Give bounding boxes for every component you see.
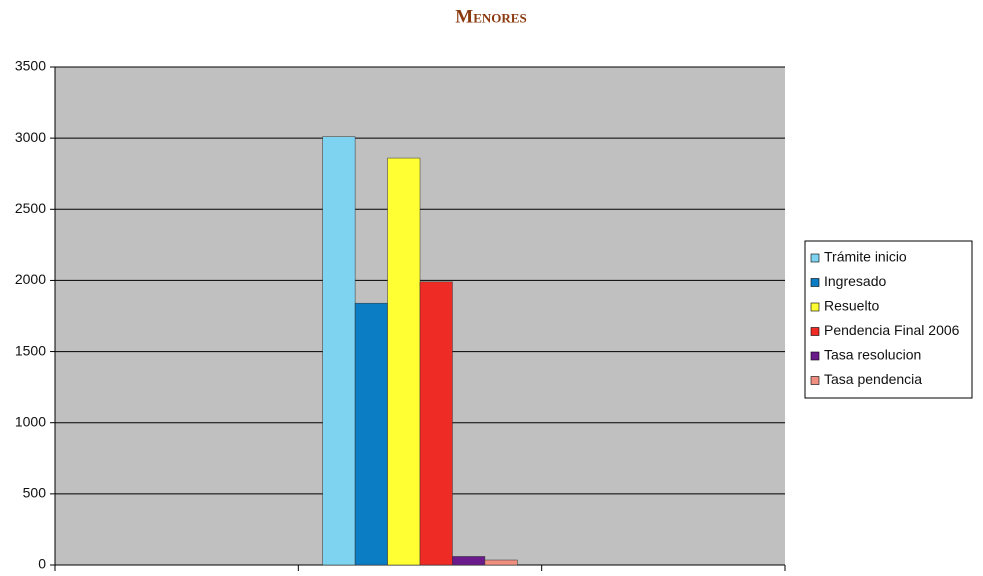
y-tick-label: 0 — [38, 556, 46, 572]
legend-box — [804, 240, 973, 399]
y-tick-label: 2500 — [15, 200, 46, 216]
chart-title: Menores — [455, 6, 526, 27]
legend-label: Ingresado — [824, 273, 886, 289]
y-tick-label: 3500 — [15, 58, 46, 74]
legend-label: Tasa resolucion — [824, 347, 921, 363]
legend-swatch — [810, 302, 820, 312]
bar — [354, 302, 388, 566]
y-tick-label: 3000 — [15, 129, 46, 145]
legend-swatch — [810, 376, 820, 385]
legend-label: Resuelto — [824, 298, 879, 314]
bar — [387, 157, 421, 566]
bar — [484, 559, 518, 566]
legend-swatch — [810, 278, 820, 287]
legend-swatch — [810, 327, 820, 336]
bar — [452, 556, 486, 566]
y-tick-label: 2000 — [15, 271, 46, 287]
legend-label: Trámite inicio — [824, 249, 907, 265]
legend-swatch — [810, 253, 820, 263]
y-tick-label: 1000 — [15, 413, 46, 429]
legend-label: Tasa pendencia — [824, 371, 922, 387]
y-tick-label: 1500 — [15, 342, 46, 358]
bar — [322, 136, 356, 566]
legend-swatch — [810, 351, 820, 361]
legend-label: Pendencia Final 2006 — [824, 322, 960, 338]
y-tick-label: 500 — [23, 485, 47, 501]
bar — [419, 281, 453, 566]
